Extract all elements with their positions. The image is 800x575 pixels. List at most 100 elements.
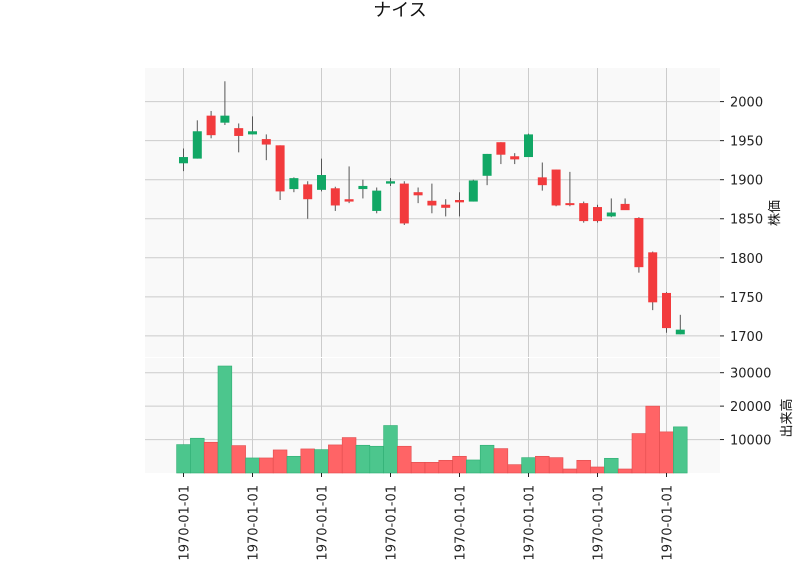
candle [344, 166, 354, 204]
volume-bar [604, 457, 619, 474]
candle-body [565, 203, 575, 206]
volume-bar [493, 448, 509, 474]
candle [275, 145, 285, 201]
x-tick-label: 1970-01-01 [661, 485, 676, 561]
volume-bar [466, 459, 481, 474]
candle [192, 120, 202, 159]
volume-bar [272, 449, 288, 474]
price-panel [145, 68, 720, 357]
volume-bar [259, 457, 274, 474]
volume-bar [507, 464, 522, 474]
volume-bar [424, 461, 440, 474]
candle [179, 148, 188, 172]
candle-body [248, 131, 257, 135]
price-y-ticks: 1700 1750 1800 1850 1900 1950 2000 [720, 96, 763, 345]
candle [537, 162, 547, 191]
candle [317, 158, 326, 192]
candle-body [482, 153, 492, 176]
candle-body [579, 203, 589, 222]
volume-bar [383, 425, 398, 474]
price-tick-label: 2000 [730, 96, 763, 111]
volume-bar [245, 457, 260, 474]
volume-bar [535, 455, 550, 474]
candle-body [455, 200, 464, 203]
candle-body [524, 134, 533, 158]
candle [620, 198, 630, 211]
volume-bar [659, 431, 674, 474]
candle [427, 183, 437, 214]
volume-bar [479, 444, 495, 474]
price-tick-label: 1700 [730, 330, 763, 345]
candle-body [427, 200, 437, 206]
candle [413, 187, 423, 204]
candle-body [261, 139, 271, 145]
candle [330, 186, 340, 211]
x-tick-label: 1970-01-01 [592, 485, 607, 561]
price-tick-label: 1850 [730, 213, 763, 228]
volume-bar [438, 459, 453, 474]
volume-bars [176, 365, 688, 474]
candle [675, 314, 685, 335]
volume-bar [673, 426, 688, 474]
candle [482, 153, 492, 186]
price-grid [145, 68, 720, 357]
candle-body [441, 204, 451, 208]
price-axis-label: 株価 [768, 200, 783, 226]
candle-body [634, 217, 644, 268]
volume-bar [217, 365, 233, 474]
candle [579, 201, 589, 223]
candle-body [399, 183, 409, 224]
volume-bar [562, 468, 578, 474]
volume-tick-label: 10000 [730, 434, 771, 449]
volume-bar [286, 455, 302, 474]
price-tick-label: 1800 [730, 252, 763, 267]
price-tick-label: 1950 [730, 135, 763, 150]
candle [220, 81, 230, 126]
volume-bar [410, 461, 426, 474]
candle [455, 192, 464, 217]
candle [593, 204, 602, 223]
candle [468, 179, 478, 202]
volume-bar [617, 468, 633, 474]
candle-body [289, 178, 299, 190]
candle-body [234, 128, 244, 136]
candle-body [551, 169, 561, 206]
candle [634, 217, 644, 273]
candle-body [192, 131, 202, 159]
x-tick-label: 1970-01-01 [178, 485, 193, 561]
volume-tick-label: 30000 [730, 367, 771, 382]
candle-body [413, 192, 423, 196]
candle [234, 123, 244, 153]
candle [496, 142, 506, 165]
candle-body [206, 115, 216, 136]
candle [606, 198, 616, 218]
candle [248, 116, 257, 135]
x-tick-label: 1970-01-01 [385, 485, 400, 561]
volume-tick-label: 20000 [730, 400, 771, 415]
volume-axis-label: 出来高 [779, 398, 795, 437]
volume-bar [190, 437, 205, 474]
candle-body [317, 175, 326, 190]
candle-body [675, 329, 685, 335]
volume-bar [176, 444, 191, 474]
candle-body [220, 115, 230, 123]
volume-y-ticks: 10000 20000 30000 [720, 367, 771, 449]
candle [386, 178, 395, 186]
candle-body [593, 207, 602, 222]
volume-bar [590, 466, 605, 474]
volume-bar [397, 445, 412, 474]
candle [441, 199, 451, 217]
candle [399, 181, 409, 225]
x-tick-label: 1970-01-01 [316, 485, 331, 561]
candle [662, 292, 671, 333]
candles [179, 81, 685, 335]
volume-bar [314, 449, 329, 474]
candle-body [344, 199, 354, 202]
volume-bar [631, 433, 647, 474]
candle-body [303, 184, 313, 200]
x-tick-label: 1970-01-01 [523, 485, 538, 561]
candle [565, 171, 575, 207]
chart-title: ナイス [373, 0, 426, 21]
price-tick-label: 1900 [730, 174, 763, 189]
